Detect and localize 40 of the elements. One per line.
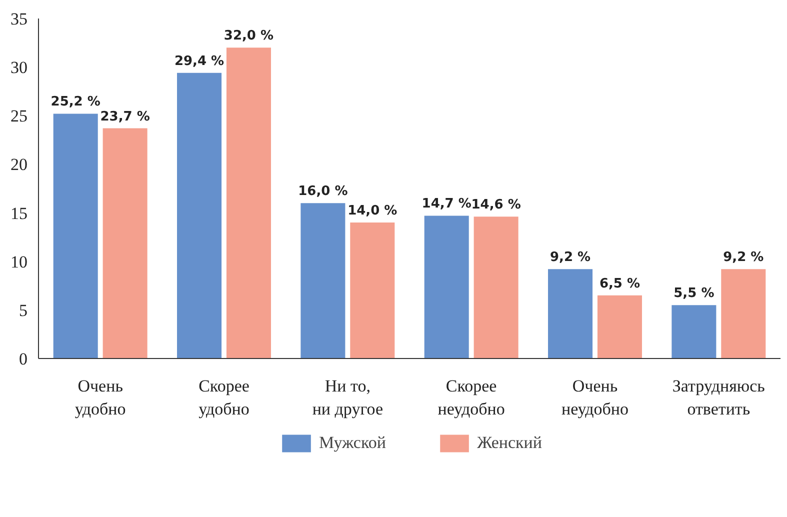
data-label: 25,2 % [50, 94, 100, 110]
y-tick-label: 25 [10, 106, 28, 126]
bar [474, 216, 518, 358]
legend-label: Мужской [319, 433, 386, 453]
x-tick-label: Скорее удобно [198, 376, 250, 418]
data-label: 29,4 % [174, 54, 224, 69]
y-tick-label: 30 [10, 58, 28, 78]
data-label: 23,7 % [100, 109, 150, 124]
data-label: 16,0 % [298, 184, 348, 200]
x-tick-label: Ни то, ни другое [312, 376, 384, 418]
bar [548, 269, 593, 358]
data-label: 32,0 % [224, 28, 274, 44]
x-tick-label: Затрудняюсь ответить [672, 376, 766, 418]
bar [350, 222, 395, 358]
y-tick-label: 35 [10, 10, 28, 28]
legend-label: Женский [476, 433, 542, 453]
y-tick-label: 0 [19, 350, 28, 368]
x-tick-label: Очень неудобно [561, 376, 629, 418]
data-label: 6,5 % [599, 276, 640, 292]
x-tick-label: Скорее неудобно [438, 376, 505, 418]
data-label: 5,5 % [674, 286, 714, 302]
data-label: 9,2 % [550, 250, 591, 266]
bar [102, 128, 148, 358]
data-label: 9,2 % [723, 250, 764, 266]
bar [597, 295, 642, 358]
bar [177, 72, 222, 358]
y-tick-label: 15 [10, 204, 28, 223]
bar [226, 48, 271, 358]
bar [424, 216, 469, 358]
y-tick-label: 5 [19, 300, 28, 320]
data-label: 14,7 % [422, 196, 472, 212]
data-label: 14,6 % [471, 198, 521, 213]
bar [672, 305, 716, 358]
bar [300, 203, 346, 358]
data-label: 14,0 % [348, 204, 398, 218]
x-tick-label: Очень удобно [74, 376, 126, 418]
y-tick-label: 10 [10, 252, 28, 272]
y-tick-label: 20 [10, 155, 28, 174]
bar [53, 114, 98, 358]
bar [721, 269, 766, 358]
